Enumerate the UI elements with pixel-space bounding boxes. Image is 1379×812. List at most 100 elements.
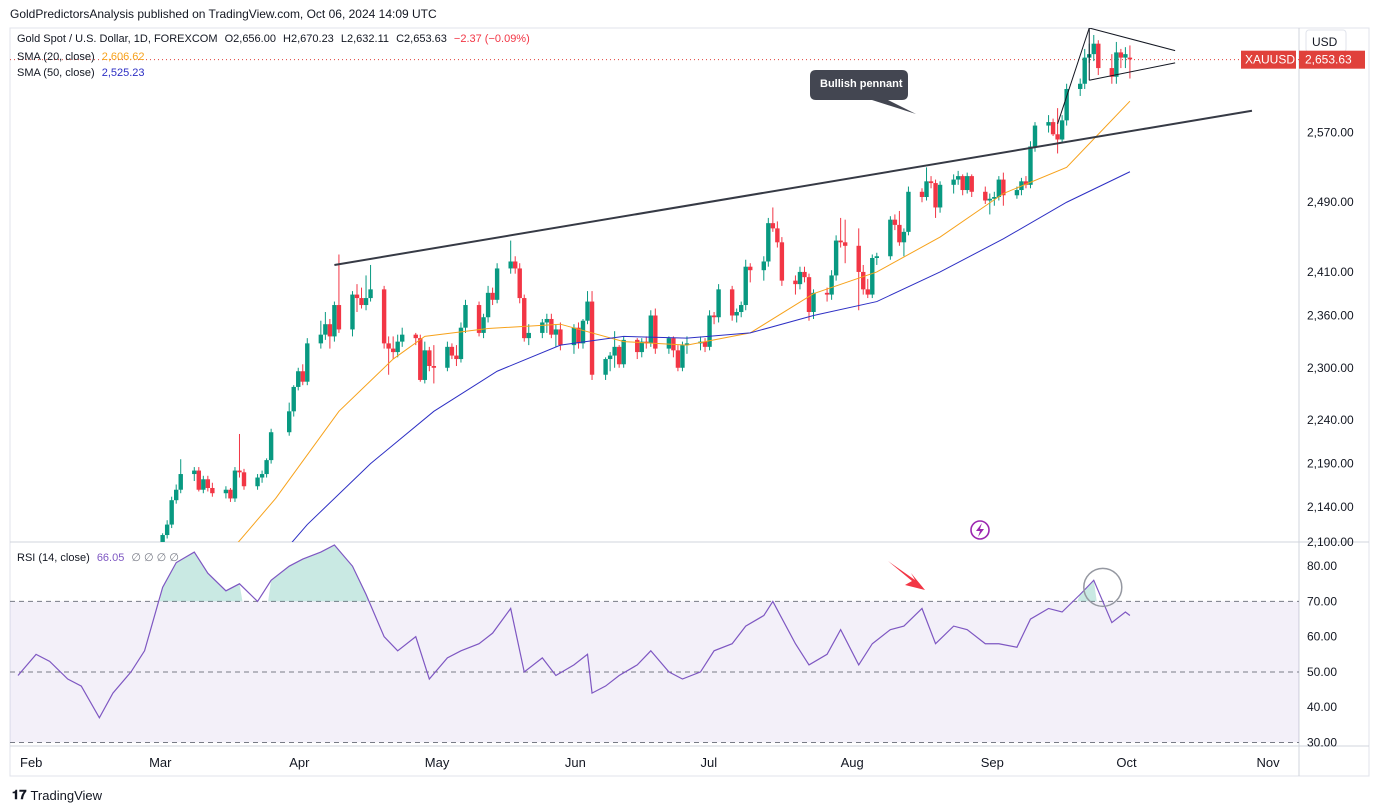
month-tick-label: Mar — [149, 755, 172, 770]
candle-body — [1001, 179, 1006, 196]
sma50-line — [291, 171, 1131, 542]
candle-body — [897, 224, 902, 243]
candle-body — [336, 305, 342, 330]
candle-body — [164, 524, 170, 536]
candle-body — [739, 305, 744, 313]
candle-body — [779, 242, 785, 281]
price-tick-label: 2,240.00 — [1307, 413, 1354, 427]
candle-body — [1091, 43, 1096, 55]
candle-body — [928, 181, 934, 184]
candle-body — [775, 228, 780, 243]
candle-body — [892, 219, 898, 225]
candle-body — [327, 324, 333, 337]
currency-label: USD — [1312, 35, 1338, 49]
candle-body — [476, 305, 482, 333]
candle-body — [201, 479, 206, 490]
candle-body — [729, 289, 735, 316]
candle-body — [264, 460, 269, 475]
sma20-label: SMA (20, close) — [17, 51, 95, 63]
sma50-legend[interactable]: SMA (50, close) 2,525.23 — [17, 67, 149, 79]
candle-body — [540, 322, 545, 333]
candle-body — [413, 334, 418, 339]
callout-label: Bullish pennant — [820, 78, 903, 90]
sma50-label: SMA (50, close) — [17, 67, 95, 79]
month-tick-label: Aug — [841, 755, 864, 770]
candle-body — [363, 298, 369, 306]
candle-body — [648, 315, 653, 344]
candle-body — [1114, 52, 1119, 77]
candle-body — [223, 489, 229, 494]
candle-body — [305, 343, 310, 382]
rsi-tick-label: 40.00 — [1307, 700, 1337, 714]
candle-body — [431, 366, 437, 368]
candle-body — [716, 289, 721, 318]
candle-body — [454, 355, 459, 360]
candle-body — [861, 271, 866, 290]
rsi-tick-label: 80.00 — [1307, 559, 1337, 573]
candle-body — [463, 305, 468, 328]
candle-body — [350, 294, 355, 330]
candle-body — [481, 317, 486, 333]
candle-body — [571, 327, 577, 346]
tradingview-footer[interactable]: 𝟏𝟕 TradingView — [12, 787, 102, 803]
month-tick-label: Feb — [20, 755, 42, 770]
candle-body — [1064, 88, 1069, 121]
candle-body — [829, 275, 834, 295]
candle-body — [287, 411, 292, 433]
candle-body — [422, 350, 427, 380]
candle-body — [549, 318, 554, 335]
rsi-value: 66.05 — [96, 552, 125, 564]
price-tick-label: 2,100.00 — [1307, 535, 1354, 549]
symbol-legend: Gold Spot / U.S. Dollar, 1D, FOREXCOM O2… — [17, 33, 530, 45]
candle-body — [603, 359, 608, 375]
candle-body — [580, 320, 586, 344]
rsi-highlight-circle — [1083, 567, 1123, 608]
candle-body — [797, 271, 803, 285]
symbol-badge-label: XAUUSD — [1245, 53, 1295, 67]
candle-body — [318, 334, 324, 344]
candle-body — [906, 191, 911, 232]
candle-body — [748, 266, 753, 271]
candle-body — [517, 268, 522, 299]
candle-body — [1023, 181, 1029, 185]
rsi-overbought-fill — [1077, 580, 1097, 602]
month-tick-label: Jun — [565, 755, 586, 770]
candle-body — [589, 301, 595, 375]
candle-body — [639, 341, 644, 353]
candle-body — [300, 371, 305, 382]
sma20-legend[interactable]: SMA (20, close) 2,606.62 — [17, 51, 149, 63]
price-tick-label: 2,140.00 — [1307, 500, 1354, 514]
candle-body — [142, 561, 146, 584]
candle-body — [933, 183, 938, 208]
candle-body — [558, 329, 563, 346]
sma20-line — [237, 100, 1131, 542]
lightning-bolt-icon — [976, 523, 984, 537]
candle-body — [616, 346, 622, 365]
pennant-lower-line — [1089, 62, 1176, 81]
rsi-label: RSI (14, close) — [17, 552, 90, 564]
candle-body — [960, 176, 965, 191]
candle-body — [743, 266, 748, 306]
candle-body — [508, 261, 513, 269]
candle-body — [924, 181, 929, 198]
rsi-legend[interactable]: RSI (14, close) 66.05 ∅ ∅ ∅ ∅ — [17, 551, 183, 564]
candle-body — [811, 292, 816, 313]
price-pane[interactable] — [10, 28, 1299, 612]
candle-body — [766, 223, 771, 262]
candle-body — [874, 256, 879, 258]
candle-body — [983, 191, 988, 201]
ohlc-open: 2,656.00 — [233, 33, 276, 45]
rsi-overbought-fill — [268, 545, 370, 602]
candle-body — [400, 334, 405, 342]
price-tick-label: 2,490.00 — [1307, 195, 1354, 209]
candle-body — [381, 289, 387, 344]
sma20-value: 2,606.62 — [101, 51, 145, 63]
candle-body — [237, 470, 242, 473]
candle-body — [919, 191, 925, 198]
candle-body — [680, 345, 685, 368]
candle-body — [734, 312, 739, 316]
candle-body — [576, 327, 581, 344]
pennant-hidden — [1089, 28, 1175, 63]
candle-body — [169, 500, 174, 525]
